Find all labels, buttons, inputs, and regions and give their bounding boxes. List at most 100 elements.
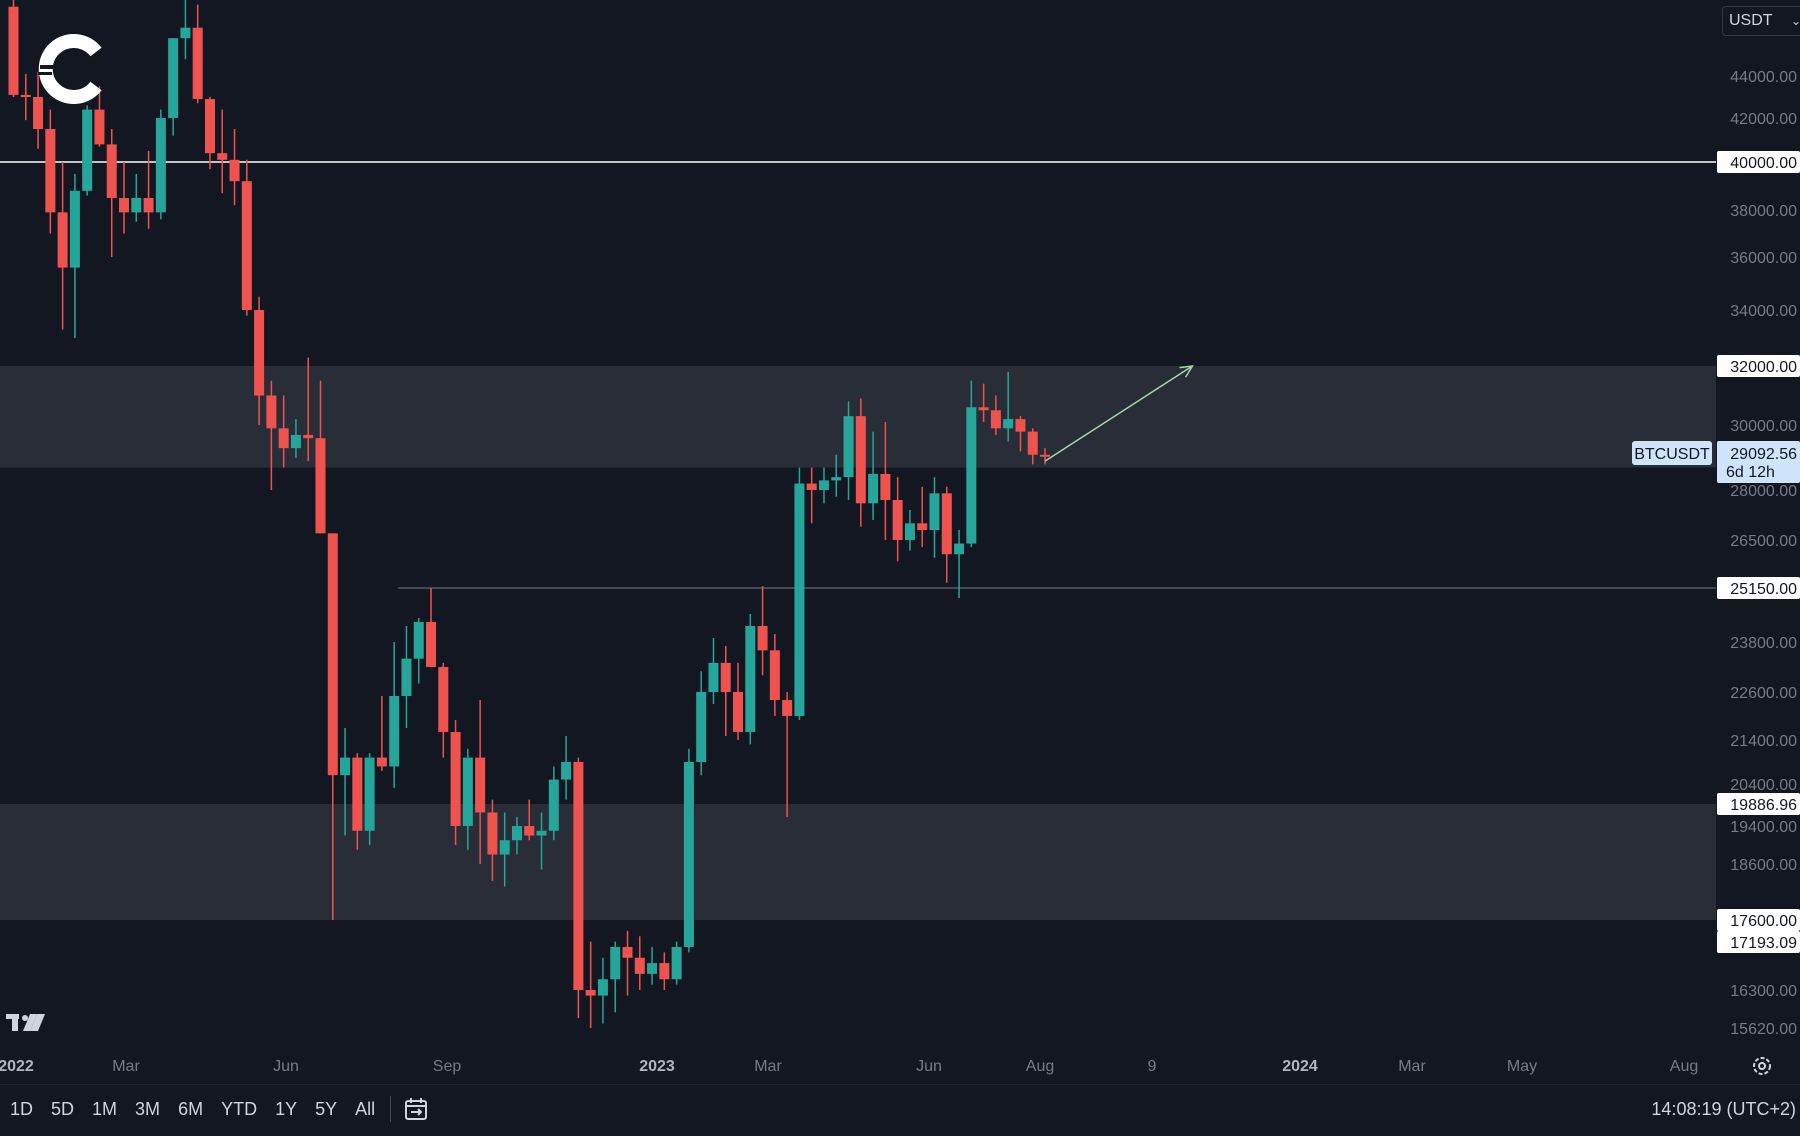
currency-selector[interactable]: USDT ⌄ [1722, 6, 1800, 36]
time-axis-label: Jun [273, 1058, 299, 1075]
calendar-icon[interactable] [403, 1096, 429, 1122]
range-button-ytd[interactable]: YTD [221, 1099, 258, 1119]
candle [487, 799, 498, 881]
candle [450, 720, 461, 845]
range-button-1d[interactable]: 1D [10, 1099, 34, 1119]
price-axis[interactable]: 44000.00 42000.00 38000.00 36000.00 34000.00… [1730, 69, 1797, 1038]
candle-body [327, 533, 338, 776]
candle-body [389, 696, 400, 767]
clock-timezone[interactable]: 14:08:19 (UTC+2) [1651, 1099, 1796, 1119]
candle-body [278, 428, 289, 449]
candle-body [573, 762, 584, 990]
symbol-tag-bg [1632, 441, 1712, 465]
price-zones [0, 366, 1716, 920]
candle [831, 454, 842, 497]
level-tag-text: 40000.00 [1730, 155, 1797, 172]
candle [818, 467, 829, 504]
candle [794, 467, 805, 720]
range-buttons: 1D 5D 1M 3M 6M YTD 1Y 5Y All [0, 1085, 384, 1133]
candle-body [20, 94, 31, 97]
candle [855, 398, 866, 527]
candle [806, 467, 817, 524]
candle-body [1027, 431, 1038, 455]
candle-body [45, 129, 56, 213]
candle-body [904, 523, 915, 540]
candle-body [610, 947, 621, 980]
candle-body [561, 762, 572, 780]
candle [610, 941, 621, 1013]
candle [917, 486, 928, 548]
candle-body [450, 732, 461, 826]
candle [941, 486, 952, 583]
candle [168, 38, 179, 136]
time-axis[interactable]: 2022 Mar Jun Sep 2023 Mar Jun Aug 9 2024 Mar May Aug [0, 1058, 1698, 1075]
candle [364, 753, 375, 845]
candle [720, 646, 731, 736]
candle [597, 957, 608, 1024]
level-tag-bg [1717, 909, 1800, 931]
range-button-1y[interactable]: 1Y [275, 1099, 298, 1119]
arrow-head [1179, 365, 1194, 378]
candle-body [745, 626, 756, 732]
brand-logo-icon [38, 34, 102, 104]
level-price-tags: 40000.00 32000.00 25150.00 19886.96 17600.00… [1717, 151, 1800, 953]
candle-body [413, 622, 424, 659]
price-axis-label: 16300.00 [1730, 983, 1797, 1000]
candle-body [499, 840, 510, 855]
candle-body [57, 212, 68, 268]
level-tag-text: 32000.00 [1730, 359, 1797, 376]
settings-gear-icon[interactable] [1751, 1055, 1773, 1077]
candle [33, 71, 44, 149]
symbol-tag-text: BTCUSDT [1634, 446, 1710, 463]
candle-body [917, 523, 928, 530]
candle-body [647, 963, 658, 974]
arrow-line [1044, 365, 1193, 462]
candle-body [1015, 419, 1026, 432]
candle [340, 728, 351, 836]
candle-body [843, 416, 854, 478]
candle-body [340, 757, 351, 776]
candle-body [266, 395, 277, 429]
level-tag-bg [1717, 577, 1800, 599]
candle [1015, 416, 1026, 452]
candle [229, 129, 240, 206]
candle-body [929, 493, 940, 530]
candle [20, 73, 31, 121]
candle [868, 431, 879, 520]
candle [573, 757, 584, 1018]
candle [511, 816, 522, 855]
current-price-bg [1717, 441, 1800, 483]
candle-body [818, 480, 829, 490]
candle [57, 162, 68, 330]
candle [843, 401, 854, 500]
price-axis-label: 20400.00 [1730, 777, 1797, 794]
range-button-3m[interactable]: 3M [135, 1099, 161, 1119]
candle [462, 748, 473, 850]
candle [1027, 428, 1038, 465]
range-button-1m[interactable]: 1M [92, 1099, 118, 1119]
candle [954, 530, 965, 598]
candle [990, 395, 1001, 435]
range-button-5d[interactable]: 5D [51, 1099, 75, 1119]
candle-body [671, 947, 682, 980]
price-axis-label: 36000.00 [1730, 250, 1797, 267]
candle [241, 159, 252, 316]
candle-body [769, 650, 780, 700]
candle [401, 626, 412, 728]
tradingview-logo-icon[interactable] [6, 1010, 46, 1034]
price-axis-label: 42000.00 [1730, 111, 1797, 128]
candle [978, 383, 989, 423]
candle-body [794, 483, 805, 716]
price-axis-label: 44000.00 [1730, 69, 1797, 86]
time-axis-label: Aug [1026, 1058, 1054, 1075]
candle [131, 174, 142, 222]
level-tag-text: 19886.96 [1730, 797, 1797, 814]
range-button-all[interactable]: All [355, 1099, 376, 1119]
range-button-5y[interactable]: 5Y [315, 1099, 338, 1119]
candle-body [229, 159, 240, 182]
candle [266, 380, 277, 490]
time-axis-label: Mar [1398, 1058, 1426, 1075]
range-button-6m[interactable]: 6M [178, 1099, 204, 1119]
